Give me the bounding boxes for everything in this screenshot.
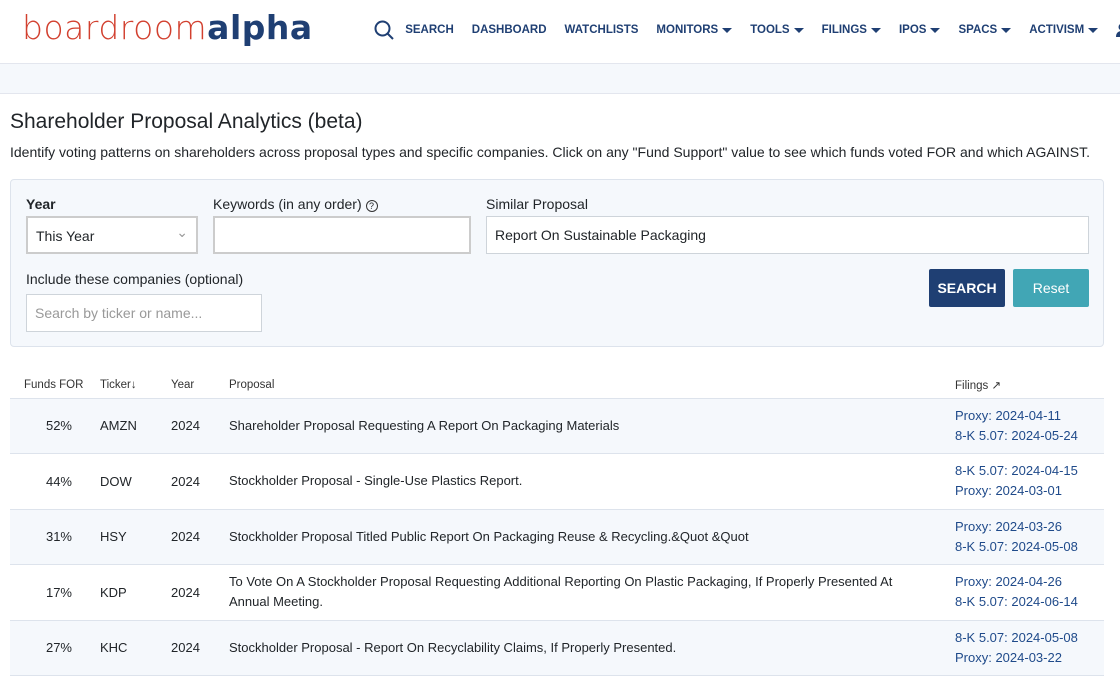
proposal-cell: Stockholder Proposal - Single-Use Plasti… [229,453,955,510]
ticker-header: Ticker [100,378,131,391]
filings-cell: Proxy: 2024-04-11 8-K 5.07: 2024-05-24 [955,398,1104,454]
nav-ipos[interactable]: IPOS [898,24,941,36]
results-table: Funds FOR Ticker↓ Year Proposal Filings … [10,372,1104,676]
logo-part1: boardroom [22,8,208,47]
help-icon[interactable]: ? [365,200,378,212]
search-icon [374,20,394,40]
funds-for-cell[interactable]: 52% [10,398,86,454]
caret-down-icon [793,27,804,33]
caret-down-icon [722,27,733,33]
table-row: 27% KHC 2024 Stockholder Proposal - Repo… [10,620,1104,676]
col-year[interactable]: Year [171,372,229,399]
label: FILINGS [821,24,867,36]
nav-search-label: SEARCH [405,24,454,36]
col-proposal[interactable]: Proposal [229,372,955,399]
keywords-input[interactable] [213,216,471,254]
year-cell: 2024 [171,620,229,676]
search-panel: Year This Year ⌄ Keywords (in any order) … [10,179,1104,347]
companies-label: Include these companies (optional) [26,271,244,287]
subheader-band [0,64,1120,94]
year-value: This Year [36,228,95,244]
filing-link[interactable]: 8-K 5.07: 2024-05-08 [955,538,1078,554]
user-icon [1116,24,1120,37]
keywords-label: Keywords (in any order) ? [213,196,378,212]
filing-link[interactable]: Proxy: 2024-03-26 [955,518,1062,534]
table-row: 52% AMZN 2024 Shareholder Proposal Reque… [10,398,1104,454]
nav-activism[interactable]: ACTIVISM [1029,24,1099,36]
funds-for-cell[interactable]: 27% [10,620,86,676]
filing-link[interactable]: 8-K 5.07: 2024-05-08 [955,629,1078,645]
nav-monitors[interactable]: MONITORS [656,24,733,36]
companies-input[interactable]: Search by ticker or name... [26,294,262,332]
ticker-cell: HSY [86,509,171,565]
funds-for-cell[interactable]: 31% [10,509,86,565]
search-button[interactable]: SEARCH [929,269,1005,307]
reset-button[interactable]: Reset [1013,269,1089,307]
ticker-cell: AMZN [86,398,171,454]
nav-watchlists[interactable]: WATCHLISTS [564,24,639,36]
year-cell: 2024 [171,509,229,565]
year-label: Year [26,196,56,212]
nav-filings[interactable]: FILINGS [822,24,881,36]
col-funds-for[interactable]: Funds FOR [10,372,86,399]
nav-spacs[interactable]: SPACS [958,24,1012,36]
filings-cell: 8-K 5.07: 2024-04-15 Proxy: 2024-03-01 [955,453,1104,510]
col-filings: Filings ↗ [955,372,1104,399]
nav-dashboard[interactable]: DASHBOARD [471,24,547,36]
filing-link[interactable]: Proxy: 2024-03-01 [955,483,1062,499]
filing-link[interactable]: 8-K 5.07: 2024-04-15 [955,463,1078,479]
logo-part2: alpha [207,8,313,47]
caret-down-icon [1001,27,1012,33]
page-description: Identify voting patterns on shareholders… [10,144,1090,160]
filings-header: Filings [955,379,989,392]
user-menu[interactable] [1116,23,1120,37]
similar-proposal-label: Similar Proposal [486,196,588,212]
year-cell: 2024 [171,453,229,510]
year-select[interactable]: This Year ⌄ [26,216,198,254]
proposal-cell: To Vote On A Stockholder Proposal Reques… [229,564,955,621]
nav-search[interactable]: SEARCH [374,20,454,40]
funds-for-cell[interactable]: 17% [10,564,86,621]
chevron-down-icon: ⌄ [176,224,188,240]
filing-link[interactable]: 8-K 5.07: 2024-06-14 [955,594,1078,610]
col-ticker[interactable]: Ticker↓ [86,372,171,399]
label: ACTIVISM [1029,24,1085,36]
keywords-label-text: Keywords (in any order) [213,196,362,212]
label: IPOS [898,24,927,36]
filings-cell: 8-K 5.07: 2024-05-08 Proxy: 2024-03-22 [955,620,1104,676]
label: TOOLS [750,24,790,36]
external-link-icon: ↗ [991,379,1002,392]
ticker-cell: DOW [86,453,171,510]
top-nav: boardroomalpha SEARCH DASHBOARD WATCHLIS… [0,0,1120,64]
filings-cell: Proxy: 2024-03-26 8-K 5.07: 2024-05-08 [955,509,1104,565]
filing-link[interactable]: 8-K 5.07: 2024-05-24 [955,427,1078,443]
nav-tools[interactable]: TOOLS [750,24,804,36]
year-cell: 2024 [171,564,229,621]
filing-link[interactable]: Proxy: 2024-04-11 [955,407,1061,423]
label: SPACS [958,24,998,36]
table-row: 17% KDP 2024 To Vote On A Stockholder Pr… [10,564,1104,621]
table-row: 44% DOW 2024 Stockholder Proposal - Sing… [10,453,1104,510]
caret-down-icon [930,27,941,33]
caret-down-icon [870,27,881,33]
ticker-cell: KDP [86,564,171,621]
filing-link[interactable]: Proxy: 2024-04-26 [955,574,1062,590]
proposal-cell: Stockholder Proposal - Report On Recycla… [229,620,955,676]
year-cell: 2024 [171,398,229,454]
table-row: 31% HSY 2024 Stockholder Proposal Titled… [10,509,1104,565]
filings-cell: Proxy: 2024-04-26 8-K 5.07: 2024-06-14 [955,564,1104,621]
similar-proposal-input[interactable]: Report On Sustainable Packaging [486,216,1089,254]
label: MONITORS [656,24,719,36]
filing-link[interactable]: Proxy: 2024-03-22 [955,649,1062,665]
proposal-cell: Stockholder Proposal Titled Public Repor… [229,509,955,565]
proposal-cell: Shareholder Proposal Requesting A Report… [229,398,955,454]
logo[interactable]: boardroomalpha [22,8,313,47]
funds-for-cell[interactable]: 44% [10,453,86,510]
ticker-cell: KHC [86,620,171,676]
caret-down-icon [1088,27,1099,33]
sort-down-icon: ↓ [130,378,137,391]
page-title: Shareholder Proposal Analytics (beta) [10,110,363,133]
